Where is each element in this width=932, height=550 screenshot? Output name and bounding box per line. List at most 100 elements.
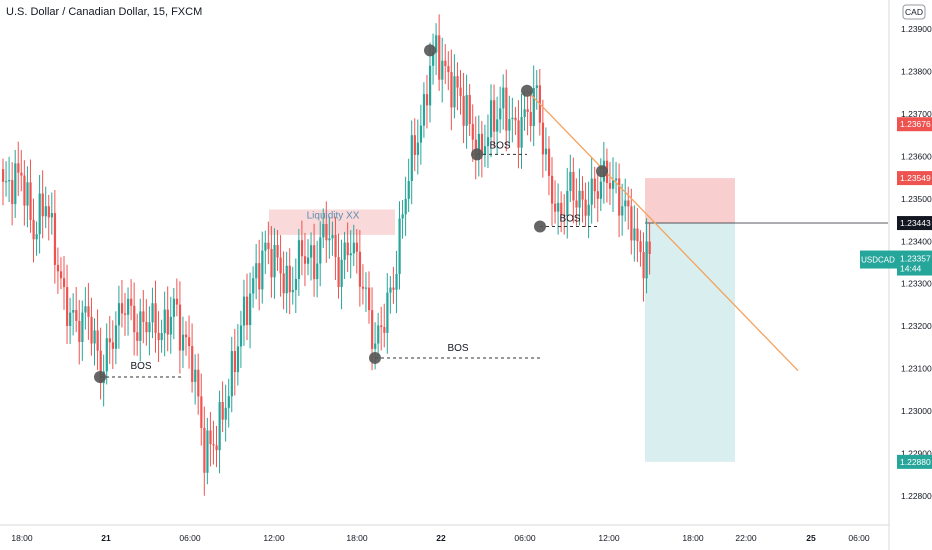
candle-body <box>486 137 490 147</box>
candle-body <box>139 311 142 341</box>
swing-point-marker <box>534 220 546 233</box>
candle-body <box>316 263 319 280</box>
candle-body <box>499 108 502 120</box>
candle-body <box>502 87 505 109</box>
candle-body <box>432 52 435 66</box>
price-tick-label: 1.23300 <box>901 279 932 289</box>
time-tick-label: 18:00 <box>346 533 368 543</box>
price-tick-label: 1.23800 <box>901 67 932 77</box>
candle-body <box>404 198 407 215</box>
annotation-bos-4: BOS <box>559 213 580 224</box>
candle-body <box>288 265 291 293</box>
candle-body <box>307 257 310 264</box>
price-tick-label: 1.22900 <box>901 448 932 458</box>
price-tick-label: 1.23200 <box>901 321 932 331</box>
price-tick-label: 1.23500 <box>901 194 932 204</box>
candle-body <box>188 337 191 347</box>
candle-body <box>105 338 108 372</box>
candle-body <box>17 163 20 173</box>
candle-body <box>285 265 288 294</box>
candle-body <box>352 242 355 254</box>
swing-point-marker <box>596 165 608 178</box>
candle-body <box>127 298 130 315</box>
candle-body <box>346 242 349 256</box>
candle-body <box>224 407 227 420</box>
candle-body <box>532 88 535 127</box>
candle-body <box>120 303 124 314</box>
candle-body <box>544 148 548 155</box>
currency-label: CAD <box>905 7 923 17</box>
candle-body <box>395 274 398 290</box>
candle-body <box>547 148 551 176</box>
candle-body <box>368 287 371 311</box>
candle-body <box>572 171 575 201</box>
candle-body <box>130 298 133 306</box>
candle-body <box>169 316 172 335</box>
candle-body <box>313 245 316 280</box>
price-tick-label: 1.23700 <box>901 109 932 119</box>
candle-body <box>8 180 11 182</box>
candle-body <box>419 125 423 143</box>
candle-body <box>383 327 386 333</box>
candle-body <box>111 342 114 349</box>
candle-body <box>480 133 484 155</box>
price-tag-stop <box>897 171 932 186</box>
price-tick-label: 1.23400 <box>901 236 932 246</box>
candle-body <box>523 109 526 117</box>
candle-body <box>422 94 426 126</box>
candle-body <box>72 310 75 313</box>
candle-body <box>425 94 429 106</box>
candle-body <box>581 190 584 200</box>
chart-title: U.S. Dollar / Canadian Dollar, 15, FXCM <box>6 6 203 18</box>
candle-body <box>197 369 200 397</box>
candle-body <box>535 85 538 89</box>
candle-body <box>462 96 465 126</box>
candle-body <box>514 117 517 121</box>
candle-body <box>468 95 471 125</box>
candle-body <box>44 206 47 217</box>
candle-body <box>38 193 41 235</box>
candle-body <box>331 234 334 239</box>
candle-body <box>264 242 267 251</box>
candle-body <box>236 346 240 373</box>
candle-body <box>633 228 636 241</box>
candle-body <box>200 396 203 428</box>
candle-body <box>252 278 255 294</box>
candle-body <box>209 430 212 445</box>
candle-body <box>608 183 612 189</box>
candle-body <box>407 181 410 199</box>
candle-body <box>172 298 175 317</box>
candle-body <box>99 350 102 384</box>
candle-body <box>81 312 84 343</box>
candle-body <box>380 325 383 328</box>
candle-body <box>114 325 118 349</box>
swing-point-marker <box>369 351 381 364</box>
time-tick-label: 18:00 <box>682 533 704 543</box>
time-tick-label: 25 <box>806 533 816 543</box>
candle-body <box>392 287 395 290</box>
last-price-label: 1.23357 <box>900 254 931 264</box>
candle-body <box>529 111 532 127</box>
candle-body <box>590 178 593 205</box>
candle-body <box>142 311 145 322</box>
candle-body <box>96 330 99 351</box>
candle-body <box>636 228 639 242</box>
candle-body <box>386 292 389 333</box>
price-tag-label: 1.23676 <box>900 119 931 129</box>
annotation-bos-3: BOS <box>489 140 510 151</box>
candle-body <box>26 182 29 206</box>
time-tick-label: 12:00 <box>263 533 285 543</box>
candle-body <box>242 296 246 326</box>
time-tick-label: 22:00 <box>735 533 757 543</box>
candle-body <box>163 309 166 334</box>
candle-body <box>291 289 294 293</box>
candle-body <box>63 278 66 288</box>
candle-body <box>246 296 249 325</box>
candle-body <box>203 427 206 473</box>
candle-body <box>410 135 413 182</box>
candle-body <box>258 263 261 290</box>
candle-body <box>185 334 188 338</box>
price-tick-label: 1.23000 <box>901 406 932 416</box>
time-tick-label: 06:00 <box>514 533 536 543</box>
